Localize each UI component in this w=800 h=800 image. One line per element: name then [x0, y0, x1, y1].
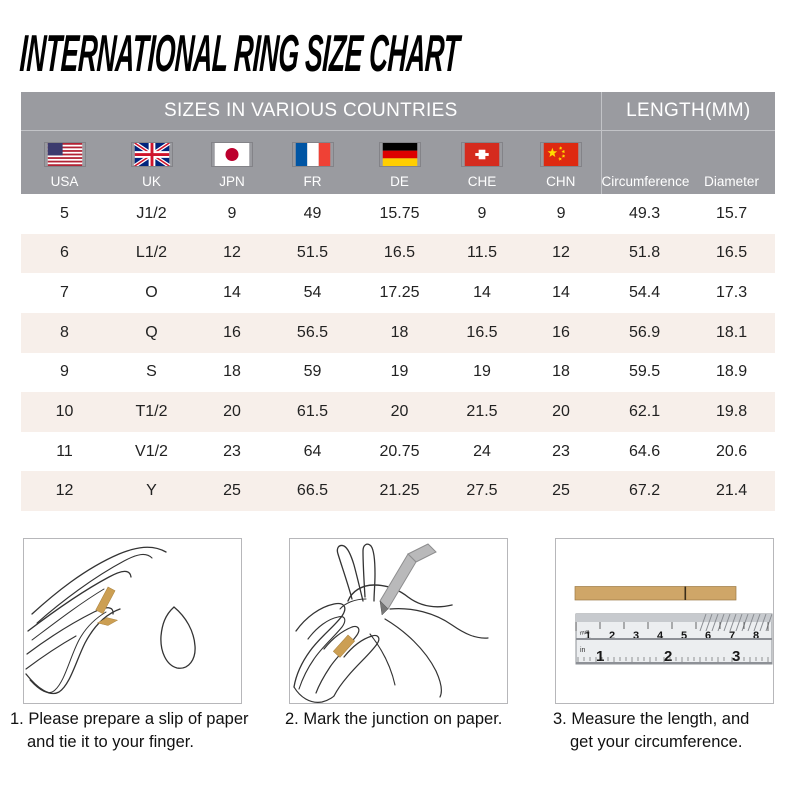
svg-text:3: 3 — [633, 630, 639, 642]
svg-text:8: 8 — [753, 630, 759, 642]
svg-text:in: in — [580, 647, 586, 654]
svg-text:2: 2 — [609, 630, 615, 642]
svg-text:4: 4 — [657, 630, 664, 642]
svg-text:7: 7 — [729, 630, 735, 642]
svg-text:6: 6 — [705, 630, 711, 642]
svg-text:5: 5 — [681, 630, 687, 642]
